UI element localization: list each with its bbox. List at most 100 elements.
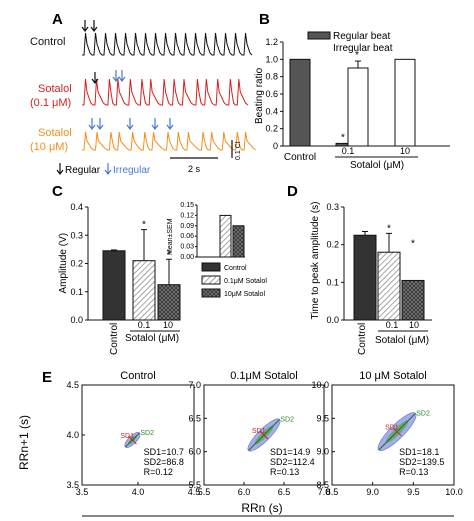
time-scale-label: 2 s: [188, 164, 201, 174]
sd1-tag: SD1: [385, 425, 399, 432]
bar-high-irregular: [394, 58, 416, 147]
x-tick-label: 10.0: [445, 487, 463, 497]
poincare-plot: 0.1μM Sotalol 5.5 6.0 6.5 7.0 5.5 6.0 6.5 7.0 SD2…: [188, 370, 330, 497]
arrow-down-icon: [104, 169, 112, 175]
x-tick-label: 8.5: [326, 487, 339, 497]
x-label-control: Control: [109, 323, 120, 355]
x-tick-label: 4.5: [188, 487, 201, 497]
x-label-control: Control: [284, 152, 316, 163]
y-tick-label: 0.3: [326, 202, 339, 212]
inset-y-label: Mean±SEM: [167, 218, 174, 255]
legend-swatch: [201, 288, 221, 298]
y-tick-label: 0.1: [326, 277, 339, 287]
star-mark: *: [167, 249, 171, 260]
inset-tick-label: 0.15: [180, 202, 194, 209]
bar-low-irregular: [347, 67, 369, 147]
sd2-tag: SD2: [280, 417, 294, 424]
trace-sotalol-high: [82, 131, 257, 151]
y-axis-label: Time to peak amplitude (s): [310, 201, 321, 319]
y-tick-label: 0: [273, 141, 278, 151]
x-tick-label: 6.0: [238, 487, 251, 497]
y-tick-label: 0.2: [70, 259, 83, 269]
panel-e: RRn+1 (s) RRn (s) Control 3.5 4.0 4.5 3.5 4.0 4.…: [17, 370, 463, 517]
regular-arrow-icon: [90, 20, 98, 32]
y-tick-label: 0.1: [70, 287, 83, 297]
arrow-down-icon: [56, 169, 64, 175]
regular-arrow-icon: [91, 72, 99, 84]
x-tick-label: 5.5: [198, 487, 211, 497]
legend-label-irregular: Irregular beat: [333, 43, 393, 54]
y-axis-label: Beating ratio: [254, 67, 265, 124]
bar-low: [377, 251, 401, 321]
y-tick-label: 8.5: [316, 480, 329, 490]
panel-a-letter: A: [52, 11, 63, 28]
inset-tick-label: 0.03: [180, 244, 194, 251]
trace-label-low: Sotalol: [38, 83, 72, 95]
star-mark: *: [387, 223, 391, 234]
irregular-arrow-icon: [88, 118, 96, 130]
legend-swatch: [201, 262, 221, 272]
sd1-tag: SD1: [252, 428, 266, 435]
x-tick-label: 9.0: [366, 487, 379, 497]
y-tick-label: 10.0: [311, 380, 329, 390]
irregular-arrow-icon: [166, 118, 174, 130]
plot-title: 0.1μM Sotalol: [230, 370, 297, 382]
plot-title: Control: [120, 370, 155, 382]
y-tick-label: 4.5: [66, 380, 79, 390]
panel-d: 0.0 0.1 0.2 0.3 Time to peak amplitude (s) * *…: [310, 201, 432, 355]
sd2-tag: SD2: [140, 430, 154, 437]
panel-c-letter: C: [52, 183, 63, 200]
legend-label: 0.1μM Sotalol: [224, 278, 267, 285]
x-tick-label: 0.1: [138, 320, 151, 330]
inset-tick-label: 0.06: [180, 233, 194, 240]
y-tick-label: 7.0: [188, 380, 201, 390]
y-tick-label: 9.5: [316, 413, 329, 423]
y-tick-label: 0.2: [326, 240, 339, 250]
inset-tick-label: 0.00: [180, 254, 194, 261]
y-tick-label: 0.8: [265, 72, 278, 82]
panel-a: Control Sotalol (0.1 μM) Sotalol (10 μM)…: [30, 20, 257, 176]
poincare-plot: 10 μM Sotalol 8.5 9.0 9.5 10.0 8.5 9.0 9.5 10.0 S…: [311, 370, 462, 497]
legend-label: 10μM Sotalol: [224, 291, 265, 298]
x-tick-label: 3.5: [76, 487, 89, 497]
regular-arrow-icon: [81, 20, 89, 32]
panel-b: 0 0.2 0.4 0.6 0.8 1.0 1.2 Beating ratio * * Regula…: [254, 31, 450, 171]
y-tick-label: 0.3: [70, 230, 83, 240]
y-tick-label: 4.0: [66, 430, 79, 440]
irregular-arrow-icon: [96, 118, 104, 130]
plot-title: 10 μM Sotalol: [359, 370, 426, 382]
panel-c: 0.0 0.1 0.2 0.3 0.4 Amplitude (V) * * Control 0.1…: [58, 202, 267, 355]
inset-tick-label: 0.12: [180, 212, 194, 219]
x-tick-label: 10: [163, 320, 173, 330]
x-tick-label: 0.1: [386, 320, 399, 330]
sd2-value: SD2=112.4: [270, 457, 315, 467]
trace-control: [82, 32, 253, 56]
star-mark: *: [341, 132, 345, 143]
sd1-tag: SD1: [120, 433, 134, 440]
sd1-value: SD1=10.7: [144, 447, 184, 457]
y-tick-label: 6.0: [188, 447, 201, 457]
x-tick-label: 6.5: [278, 487, 291, 497]
star-mark: *: [142, 220, 146, 231]
legend-swatch: [201, 275, 221, 285]
bar-high: [401, 279, 425, 321]
y-axis-label: RRn+1 (s): [17, 415, 31, 470]
y-axis-label: Amplitude (V): [58, 233, 69, 294]
sd1-value: SD1=14.9: [270, 447, 310, 457]
legend-label: Control: [224, 265, 247, 272]
x-label-control: Control: [357, 323, 368, 355]
y-tick-label: 9.0: [316, 447, 329, 457]
r-value: R=0.12: [144, 467, 173, 477]
amp-scale-label: 0.1 CI: [235, 141, 242, 160]
x-tick-label: 4.0: [132, 487, 145, 497]
x-tick-label: 0.1: [342, 146, 355, 156]
panel-b-letter: B: [259, 11, 270, 28]
poincare-plot: Control 3.5 4.0 4.5 3.5 4.0 4.5 SD2 SD1 SD1=10.7S…: [66, 370, 200, 497]
star-mark: *: [355, 50, 359, 61]
trace-label-control: Control: [30, 36, 65, 48]
bar-control-regular: [289, 58, 311, 147]
panel-d-letter: D: [287, 183, 298, 200]
sd2-value: SD2=86.8: [144, 457, 184, 467]
bar-high: [157, 284, 181, 321]
